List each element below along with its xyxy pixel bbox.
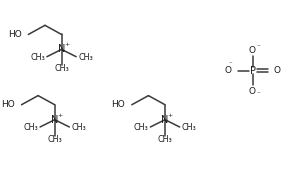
Text: CH₃: CH₃ [47, 135, 62, 144]
Text: O: O [225, 66, 232, 75]
Text: N: N [58, 44, 65, 54]
Text: N: N [161, 115, 169, 125]
Text: P: P [250, 66, 256, 76]
Text: +: + [58, 113, 63, 118]
Text: HO: HO [8, 30, 21, 39]
Text: O: O [249, 45, 256, 55]
Text: CH₃: CH₃ [23, 123, 38, 132]
Text: HO: HO [1, 100, 15, 109]
Text: O: O [249, 86, 256, 96]
Text: O: O [274, 66, 281, 75]
Text: +: + [168, 113, 173, 118]
Text: HO: HO [111, 100, 125, 109]
Text: CH₃: CH₃ [30, 53, 45, 62]
Text: CH₃: CH₃ [71, 123, 86, 132]
Text: CH₃: CH₃ [134, 123, 149, 132]
Text: ⁻: ⁻ [256, 91, 260, 97]
Text: CH₃: CH₃ [78, 53, 93, 62]
Text: +: + [64, 42, 70, 48]
Text: CH₃: CH₃ [181, 123, 196, 132]
Text: ⁻: ⁻ [256, 44, 260, 50]
Text: CH₃: CH₃ [54, 64, 69, 73]
Text: N: N [51, 115, 58, 125]
Text: ⁻: ⁻ [228, 62, 232, 68]
Text: CH₃: CH₃ [158, 135, 173, 144]
